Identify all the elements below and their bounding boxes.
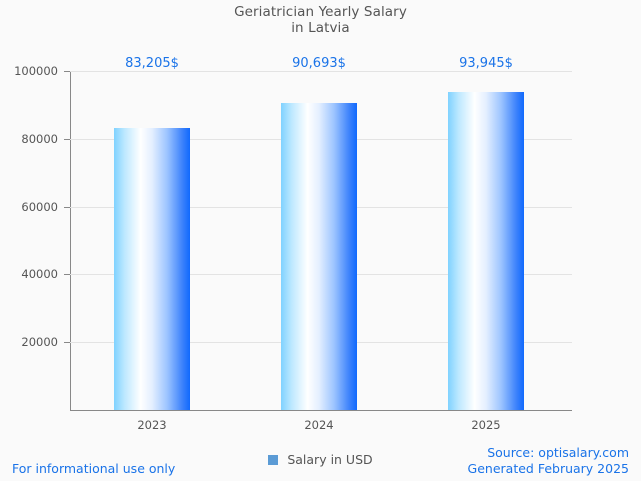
y-axis-tick-60000 [64,206,70,208]
bar-2023[interactable] [114,127,190,410]
x-axis-label-2024: 2024 [304,418,334,432]
bar-value-label-2023: 83,205$ [125,56,179,71]
source-credit: Source: optisalary.com Generated Februar… [468,445,629,477]
disclaimer-text: For informational use only [12,461,176,476]
source-text: Source: optisalary.com [487,445,629,460]
y-axis-label-60000: 60000 [21,199,58,214]
gridline-100000 [70,71,572,72]
y-axis-label-100000: 100000 [14,64,58,78]
y-axis-line [70,71,71,411]
legend-swatch-icon [268,454,279,465]
y-axis-tick-80000 [64,138,70,140]
generated-date-text: Generated February 2025 [467,461,629,476]
bar-2025[interactable] [448,91,524,410]
chart-title-line2: in Latvia [291,20,350,36]
x-axis-line [70,410,572,411]
y-axis-tick-40000 [64,274,70,276]
plot-area [70,71,572,410]
y-axis-label-20000: 20000 [21,335,58,350]
y-axis-tick-100000 [64,71,70,72]
chart-title-line1: Geriatrician Yearly Salary [234,4,407,20]
x-axis-label-2023: 2023 [137,418,167,432]
y-axis-label-80000: 80000 [21,131,58,146]
chart-legend: Salary in USD [0,452,641,467]
legend-label-salary-in-usd: Salary in USD [287,452,373,467]
y-axis-label-40000: 40000 [21,267,58,282]
y-axis-tick-20000 [64,342,70,344]
x-axis-label-2025: 2025 [471,418,501,432]
bar-value-label-2025: 93,945$ [459,56,513,71]
chart-title: Geriatrician Yearly Salary in Latvia [0,4,641,36]
bar-2024[interactable] [281,102,357,410]
bar-value-label-2024: 90,693$ [292,56,346,71]
